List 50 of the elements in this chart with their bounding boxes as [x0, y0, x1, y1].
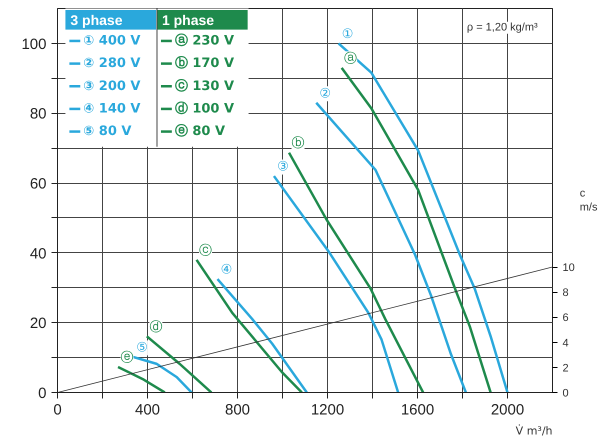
y-tick-label: 100	[21, 36, 47, 53]
x-tick-label: 2000	[490, 402, 524, 418]
legend-label: ⓓ 100 V	[174, 100, 234, 116]
line-series	[340, 66, 492, 392]
legend-label: ⓐ 230 V	[174, 32, 234, 48]
y-tick-label: 20	[30, 315, 47, 332]
y2-tick-label: 10	[562, 262, 575, 274]
y2-tick-label: 8	[562, 287, 569, 300]
line-series	[195, 258, 304, 392]
line-series	[216, 278, 308, 392]
line-series	[272, 174, 400, 392]
line-series	[337, 42, 509, 392]
annotation: ④	[220, 262, 232, 278]
legend-label: ③ 200 V	[83, 78, 141, 94]
annotation: ③	[277, 160, 289, 175]
x-axis-title: V̇ m³/h	[516, 423, 553, 438]
line-series	[288, 151, 424, 392]
legend-label: ⓒ 130 V	[174, 78, 234, 94]
legend-label: ⓑ 170 V	[174, 55, 234, 72]
x-tick-label: 0	[53, 402, 62, 418]
y2-axis-title: c m/s	[580, 187, 598, 214]
legend-label: ⑤ 80 V	[83, 124, 132, 140]
x-tick-label: 1600	[400, 402, 434, 418]
y2-tick-label: 2	[562, 362, 569, 374]
annotation: 3 phase	[70, 12, 123, 28]
annotation: ⓐ	[344, 51, 358, 66]
annotation: ⓑ	[292, 136, 305, 152]
legend-label: ⓔ 80 V	[174, 123, 226, 140]
annotation: ⓓ	[149, 320, 162, 335]
annotation: 1 phase	[162, 12, 214, 28]
x-tick-label: 400	[134, 402, 160, 418]
legend-label: ② 280 V	[83, 56, 141, 72]
legend-label: ① 400 V	[83, 33, 141, 48]
legend-label: ④ 140 V	[83, 101, 141, 116]
annotation: ①	[342, 26, 354, 42]
annotation: ⓔ	[120, 350, 134, 366]
y-tick-label: 0	[38, 385, 46, 402]
y-tick-label: 40	[30, 245, 47, 262]
annotation: ⑤	[136, 340, 148, 356]
x-tick-label: 1200	[310, 402, 344, 418]
annotation: ⓒ	[199, 243, 212, 258]
annotation: ρ = 1,20 kg/m³	[466, 22, 538, 34]
y2-tick-label: 6	[562, 312, 569, 324]
y2-tick-label: 4	[562, 337, 569, 350]
line-series	[315, 102, 468, 392]
y-tick-label: 80	[30, 106, 47, 123]
x-tick-label: 800	[224, 402, 250, 418]
annotation: ②	[319, 86, 332, 102]
y2-tick-label: 0	[562, 388, 569, 400]
y-tick-label: 60	[30, 176, 47, 193]
